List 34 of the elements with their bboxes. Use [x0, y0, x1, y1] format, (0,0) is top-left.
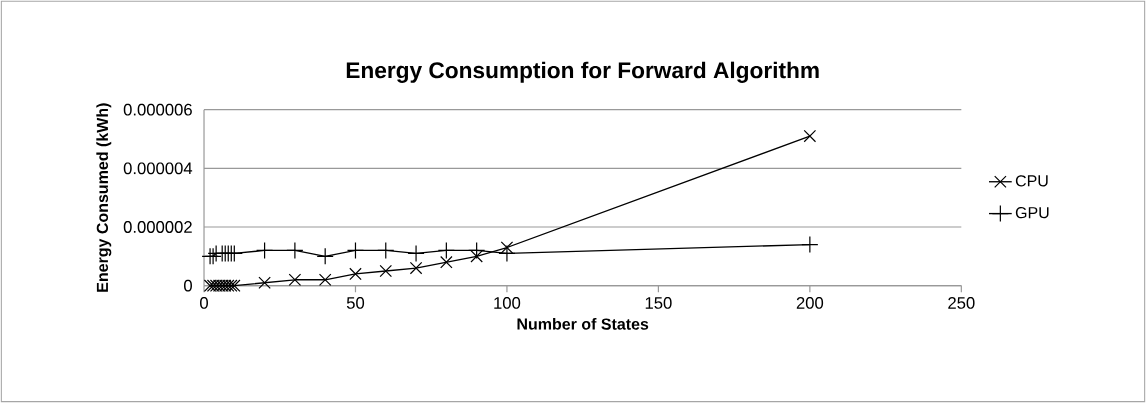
legend-label: CPU: [1015, 175, 1048, 187]
x-tick-label: 250: [948, 297, 975, 309]
y-tick-label: 0.000004: [123, 162, 193, 175]
y-tick-label: 0.000006: [123, 103, 192, 116]
point: [803, 129, 817, 143]
point: [470, 250, 483, 263]
point: [407, 244, 425, 262]
point: [801, 235, 819, 254]
point: [286, 241, 304, 260]
x-tick-label: 0: [200, 297, 208, 309]
point: [316, 247, 334, 265]
point: [498, 244, 516, 262]
y-axis-title: Energy Consumed (kWh): [96, 103, 112, 292]
x-axis-title: Number of States: [517, 317, 649, 330]
point: [437, 241, 455, 260]
point: [258, 276, 271, 289]
point: [346, 241, 365, 260]
point: [288, 273, 302, 287]
point: [256, 241, 274, 260]
x-tick-label: 200: [796, 297, 824, 309]
x-tick-label: 50: [346, 297, 365, 309]
y-tick-label: 0: [184, 279, 192, 292]
point: [318, 273, 332, 287]
point: [349, 267, 362, 281]
legend-label: GPU: [1015, 207, 1049, 219]
point: [377, 241, 395, 260]
point: [468, 241, 486, 260]
point: [440, 255, 453, 269]
chart-title: Energy Consumption for Forward Algorithm: [346, 61, 819, 83]
y-tick-label: 0.000002: [123, 221, 192, 233]
point: [379, 264, 393, 278]
x-tick-label: 150: [645, 297, 672, 309]
point: [409, 261, 423, 275]
x-tick-label: 100: [494, 297, 521, 309]
